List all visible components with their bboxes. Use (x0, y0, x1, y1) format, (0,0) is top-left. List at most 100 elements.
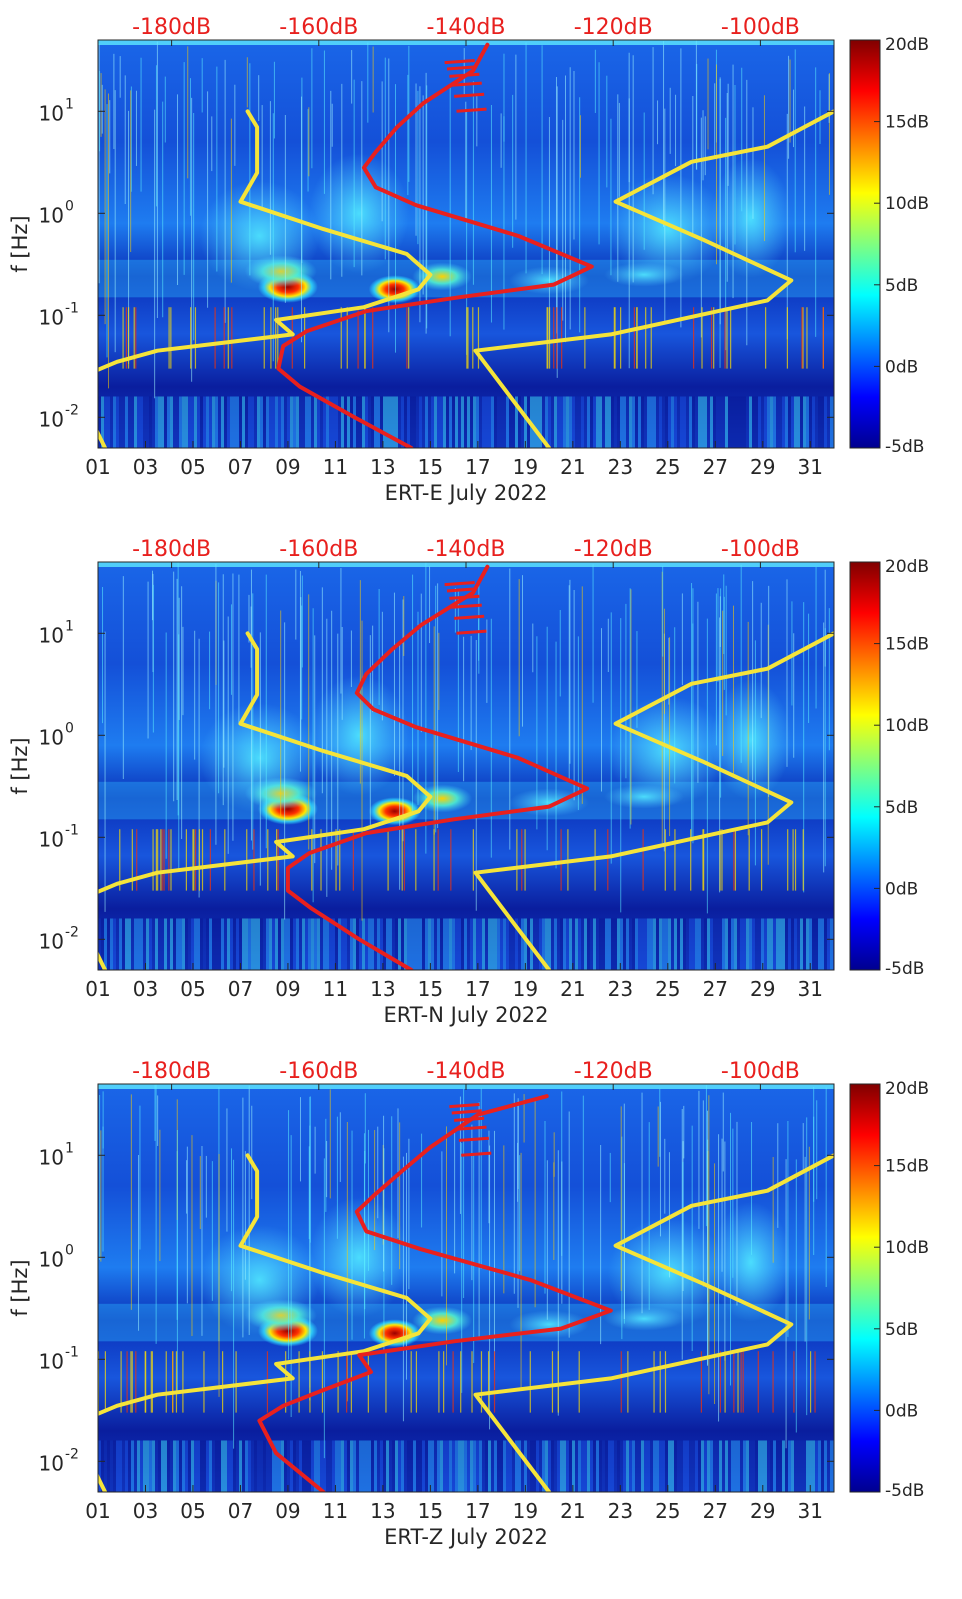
low-freq-band (662, 1440, 665, 1492)
low-freq-band (350, 1440, 353, 1492)
low-freq-band (128, 918, 131, 970)
low-freq-band (227, 1440, 230, 1492)
low-freq-band (725, 1440, 728, 1492)
low-freq-band (404, 396, 407, 448)
low-freq-band (308, 1440, 311, 1492)
low-freq-band (650, 1440, 653, 1492)
low-freq-band (146, 918, 149, 970)
low-freq-band (344, 918, 347, 970)
low-freq-band (452, 396, 455, 448)
mode-curve (285, 564, 590, 970)
low-freq-band (440, 396, 443, 448)
y-axis-label: f [Hz] (8, 215, 32, 272)
top-db-label: -100dB (721, 537, 800, 562)
low-freq-band (461, 918, 464, 970)
colorbar-label: 10dB (885, 716, 929, 736)
low-freq-band (674, 1440, 677, 1492)
low-freq-band (506, 1440, 509, 1492)
low-freq-band (113, 396, 116, 448)
low-freq-band (311, 1440, 314, 1492)
colorbar-label: -5dB (885, 437, 924, 457)
low-freq-band (737, 918, 740, 970)
low-freq-band (587, 396, 590, 448)
low-freq-band (659, 918, 662, 970)
low-freq-band (443, 1440, 446, 1492)
low-freq-band (134, 1440, 137, 1492)
low-freq-band (554, 918, 557, 970)
low-freq-band (344, 1440, 347, 1492)
low-freq-band (377, 396, 380, 448)
low-freq-band (695, 918, 698, 970)
low-freq-band (383, 1440, 386, 1492)
low-freq-band (560, 396, 563, 448)
low-freq-band (797, 918, 800, 970)
low-freq-band (572, 1440, 575, 1492)
low-freq-band (227, 396, 230, 448)
low-freq-band (548, 396, 551, 448)
low-freq-band (422, 396, 425, 448)
low-freq-band (125, 918, 128, 970)
top-db-label: -100dB (721, 15, 800, 40)
low-freq-band (374, 918, 377, 970)
low-freq-band (752, 1440, 755, 1492)
low-freq-band (395, 396, 398, 448)
low-freq-band (389, 918, 392, 970)
low-freq-band (725, 918, 728, 970)
low-freq-band (176, 396, 179, 448)
low-freq-band (557, 396, 560, 448)
low-freq-band (824, 1440, 827, 1492)
low-freq-band (491, 1440, 494, 1492)
low-freq-band (557, 1440, 560, 1492)
low-freq-band (617, 396, 620, 448)
spectrogram-image (98, 40, 834, 448)
low-freq-band (122, 1440, 125, 1492)
low-freq-band (221, 1440, 224, 1492)
low-freq-band (608, 396, 611, 448)
low-freq-band (737, 396, 740, 448)
low-freq-band (515, 396, 518, 448)
y-tick-label: 10 (39, 305, 64, 329)
low-freq-band (800, 396, 803, 448)
low-freq-band (311, 396, 314, 448)
low-freq-band (776, 1440, 779, 1492)
low-freq-band (821, 396, 824, 448)
low-freq-band (638, 396, 641, 448)
low-freq-band (677, 1440, 680, 1492)
low-freq-band (701, 918, 704, 970)
low-freq-band (287, 396, 290, 448)
low-freq-band (155, 396, 158, 448)
low-freq-band (695, 1440, 698, 1492)
low-freq-band (578, 1440, 581, 1492)
low-freq-band (419, 918, 422, 970)
low-freq-band (674, 918, 677, 970)
low-freq-band (587, 1440, 590, 1492)
low-freq-band (215, 918, 218, 970)
low-freq-band (653, 1440, 656, 1492)
x-tick-label: 03 (133, 455, 158, 479)
low-freq-band (293, 396, 296, 448)
low-freq-band (824, 396, 827, 448)
low-freq-band (635, 1440, 638, 1492)
low-freq-band (131, 1440, 134, 1492)
low-freq-band (755, 918, 758, 970)
low-freq-band (764, 918, 767, 970)
colorbar-label: 5dB (885, 276, 918, 296)
low-freq-band (281, 918, 284, 970)
low-freq-band (452, 1440, 455, 1492)
x-tick-label: 27 (703, 977, 728, 1001)
low-freq-band (830, 918, 833, 970)
low-freq-band (353, 918, 356, 970)
low-freq-band (554, 1440, 557, 1492)
spectrogram-image (98, 562, 834, 970)
low-freq-band (764, 1440, 767, 1492)
low-freq-band (515, 1440, 518, 1492)
low-freq-band (563, 918, 566, 970)
low-freq-band (629, 1440, 632, 1492)
low-freq-band (296, 396, 299, 448)
low-freq-band (368, 1440, 371, 1492)
low-freq-band (566, 1440, 569, 1492)
low-freq-band (425, 918, 428, 970)
low-freq-band (128, 396, 131, 448)
low-freq-band (635, 396, 638, 448)
low-freq-band (803, 396, 806, 448)
